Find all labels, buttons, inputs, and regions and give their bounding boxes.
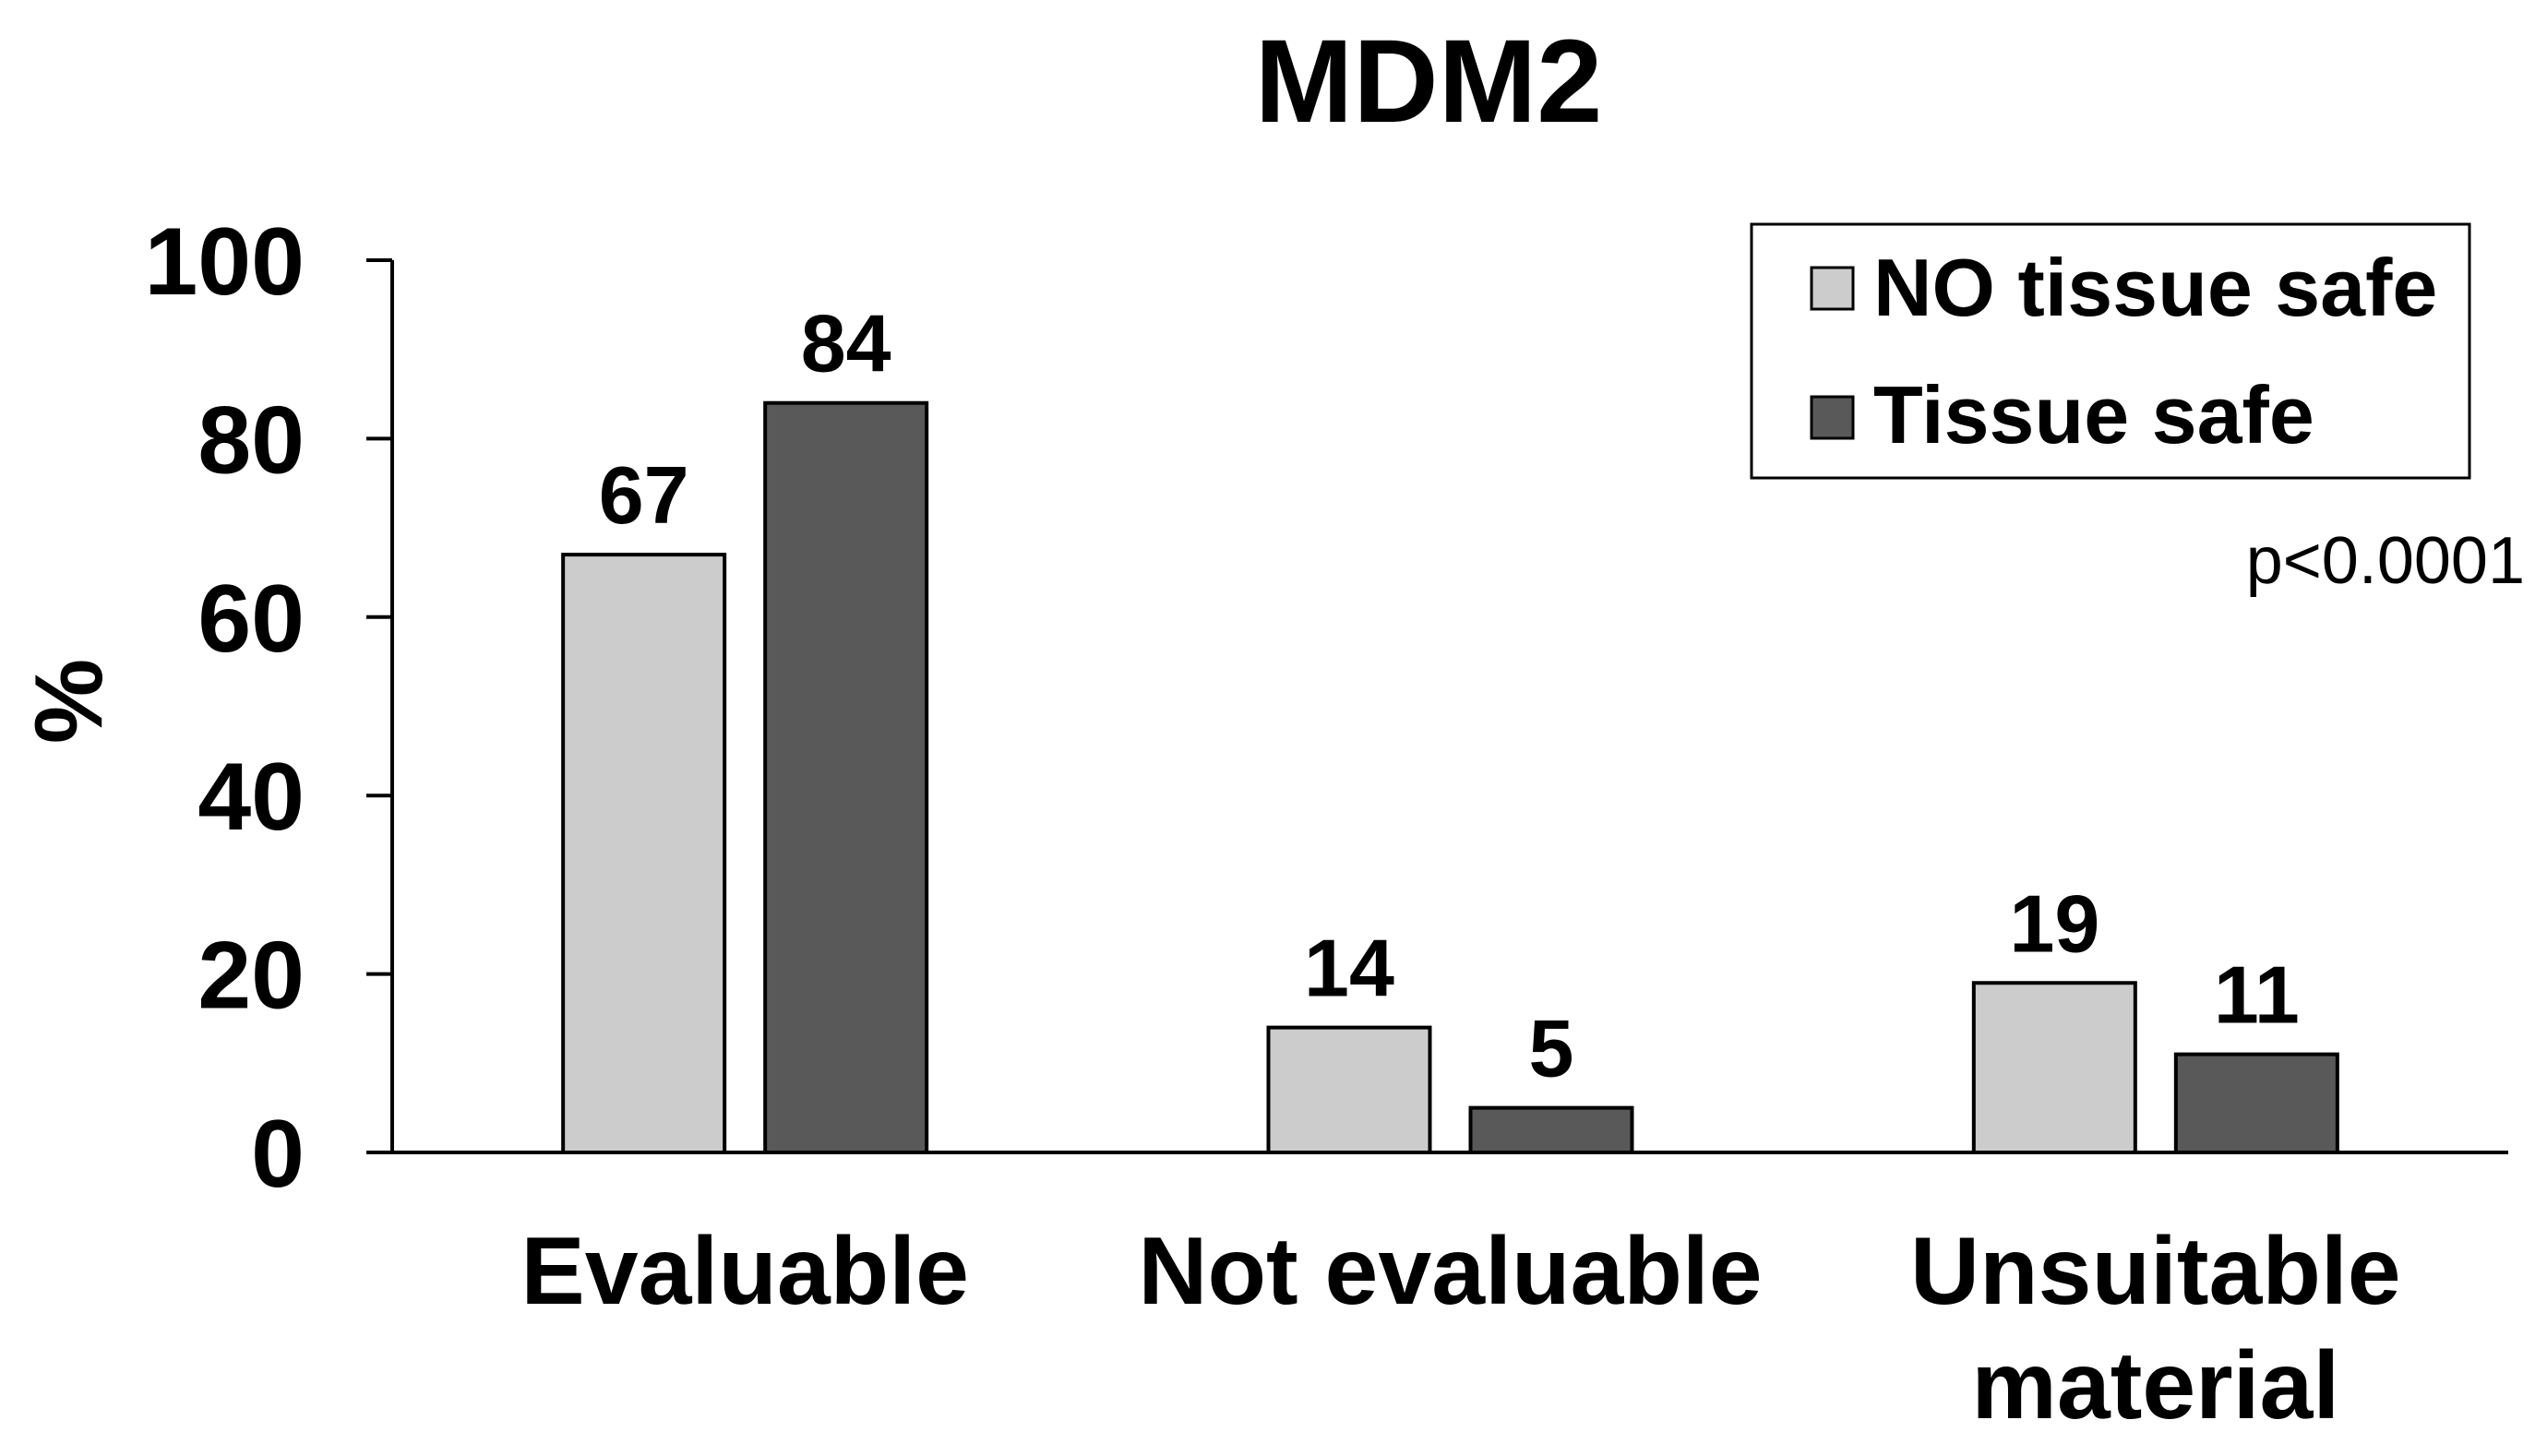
category-label: Unsuitable bbox=[1910, 1218, 2401, 1325]
category-label: material bbox=[1971, 1332, 2339, 1439]
legend-box bbox=[1750, 222, 2471, 480]
bar-tissue-safe bbox=[2173, 1052, 2339, 1155]
bar-no-tissue-safe bbox=[561, 553, 727, 1154]
data-label-tissue-safe: 11 bbox=[2214, 949, 2300, 1041]
category-label: Evaluable bbox=[520, 1218, 969, 1325]
y-axis: 0 20 40 60 80 100 bbox=[144, 209, 394, 1208]
bar-no-tissue-safe bbox=[1266, 1025, 1432, 1154]
data-label-no-tissue-safe: 67 bbox=[599, 449, 689, 541]
data-label-no-tissue-safe: 19 bbox=[2009, 877, 2099, 969]
y-tick-label: 40 bbox=[197, 744, 305, 851]
data-label-no-tissue-safe: 14 bbox=[1304, 923, 1394, 1014]
data-labels: 67 84 14 5 19 11 bbox=[599, 298, 2300, 1094]
y-tick-label: 100 bbox=[144, 209, 305, 316]
legend-swatch-tissue-safe bbox=[1810, 395, 1855, 440]
y-tick-label: 20 bbox=[197, 923, 305, 1030]
data-label-tissue-safe: 5 bbox=[1529, 1003, 1574, 1094]
y-tick-label: 80 bbox=[197, 387, 305, 494]
y-axis-label: % bbox=[16, 659, 123, 744]
y-tick-label: 0 bbox=[251, 1101, 305, 1208]
bar-tissue-safe bbox=[763, 400, 929, 1155]
legend-label-tissue-safe: Tissue safe bbox=[1873, 369, 2314, 460]
bars bbox=[561, 400, 2339, 1155]
y-tick-label: 60 bbox=[197, 566, 305, 673]
legend-label-no-tissue-safe: NO tissue safe bbox=[1873, 242, 2437, 333]
legend-swatch-no-tissue-safe bbox=[1810, 266, 1855, 311]
bar-no-tissue-safe bbox=[1971, 981, 2137, 1155]
legend: NO tissue safe Tissue safe bbox=[1750, 222, 2471, 480]
bar-tissue-safe bbox=[1468, 1105, 1634, 1155]
data-label-tissue-safe: 84 bbox=[801, 298, 891, 389]
chart-title: MDM2 bbox=[1255, 16, 1603, 148]
category-label: Not evaluable bbox=[1138, 1218, 1762, 1325]
p-value-annotation: p<0.0001 bbox=[2246, 524, 2525, 598]
